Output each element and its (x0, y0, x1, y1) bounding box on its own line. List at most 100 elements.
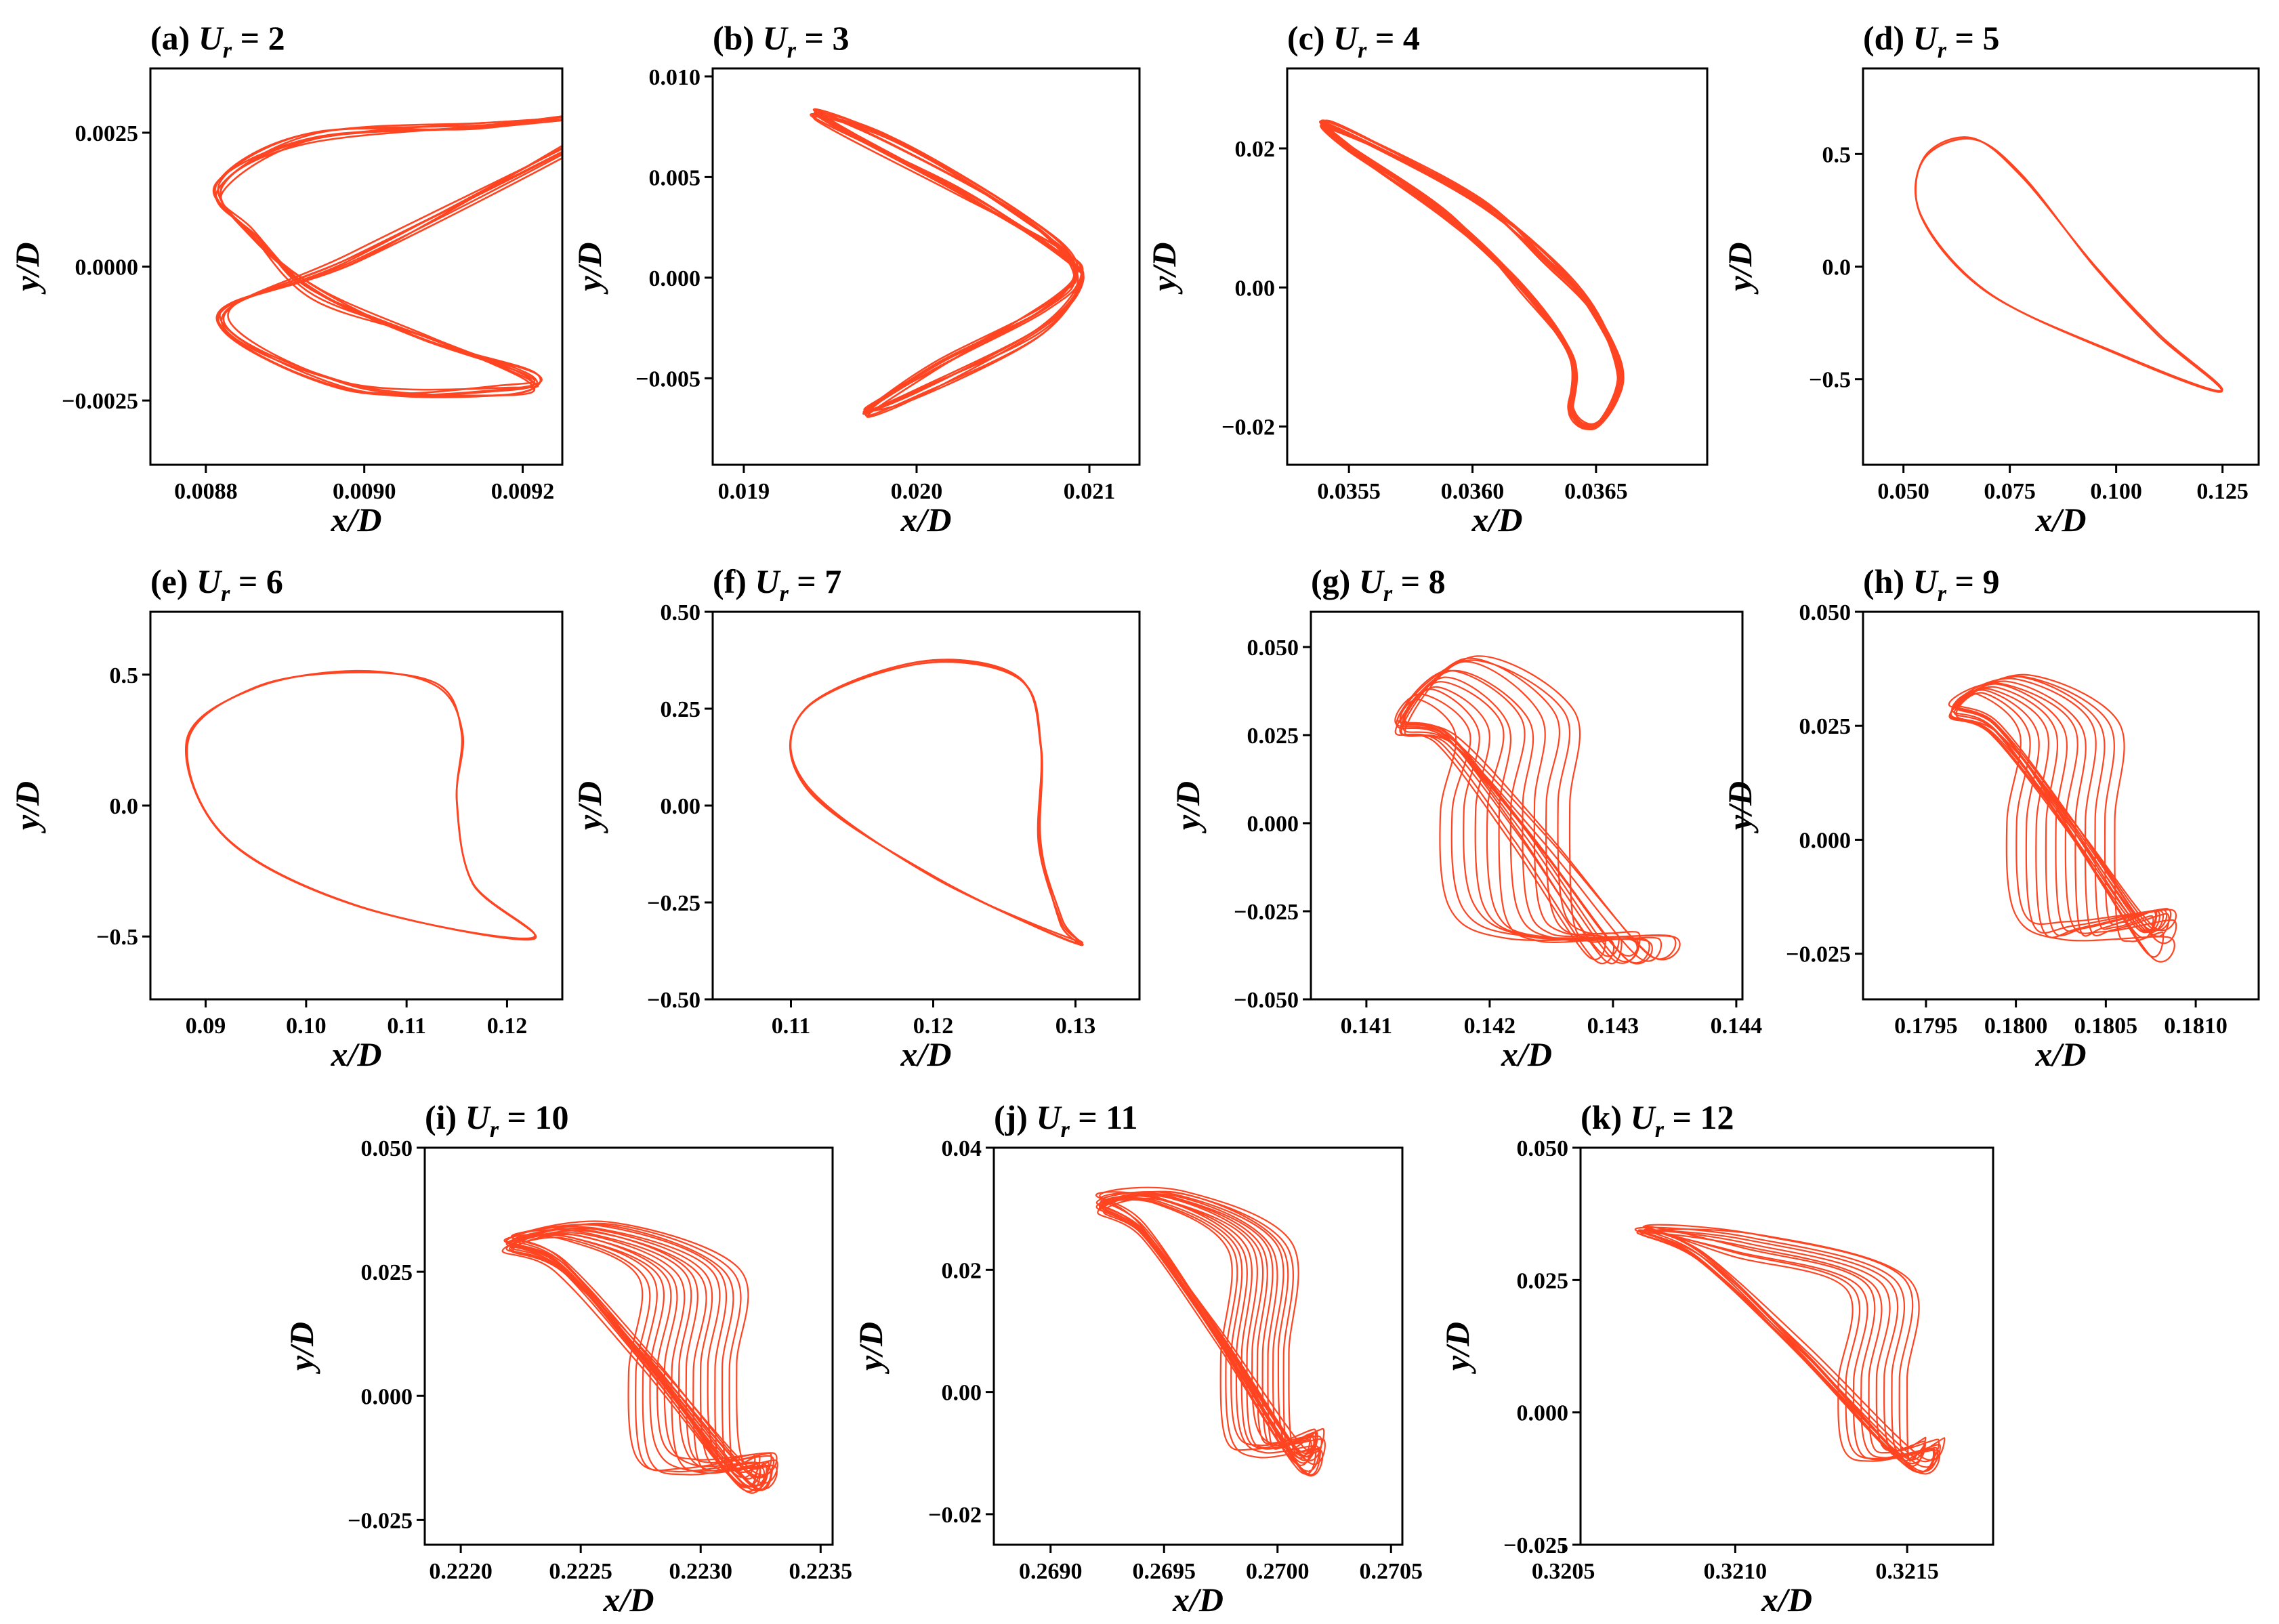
trajectory-loop (1320, 124, 1625, 430)
y-tick-label: 0.5 (110, 663, 139, 688)
plot-frame (1862, 610, 2260, 1001)
trajectory-loop (1397, 659, 1641, 957)
trajectory-loop (186, 671, 537, 941)
x-tick-label: 0.0088 (174, 479, 238, 504)
trajectory-loop (1099, 1186, 1322, 1476)
x-tick-label: 0.13 (1055, 1014, 1096, 1039)
x-axis-label: x/D (1761, 1581, 1812, 1619)
panel-title: (d) Ur = 5 (1863, 19, 1999, 63)
y-tick-label: 0.0 (1822, 255, 1852, 280)
y-tick-label: 0.025 (1517, 1268, 1569, 1293)
y-tick-label: −0.025 (1786, 942, 1851, 967)
trajectory-loop (812, 115, 1083, 417)
x-tick-label: 0.09 (186, 1014, 226, 1039)
panel-title: (i) Ur = 10 (425, 1098, 569, 1142)
plot-frame (149, 610, 564, 1001)
x-axis-label: x/D (2035, 501, 2087, 539)
x-tick-label: 0.2235 (789, 1559, 853, 1584)
x-axis-label: x/D (603, 1581, 654, 1619)
x-tick-label: 0.125 (2196, 479, 2249, 504)
y-tick-label: 0.025 (1799, 714, 1852, 739)
y-tick-label: −0.02 (1221, 415, 1275, 440)
y-tick-label: −0.50 (647, 988, 701, 1013)
y-tick-label: 0.5 (1822, 142, 1852, 167)
y-tick-label: −0.050 (1234, 988, 1299, 1013)
trajectory-loop (508, 1222, 770, 1486)
x-axis-label: x/D (331, 1035, 382, 1073)
panel-b: 0.019 0.020 0.021 −0.005 0.000 0.005 0.010 x/D y… (570, 19, 1141, 539)
trajectory-loop (1100, 1198, 1324, 1477)
y-tick-label: 0.050 (1247, 636, 1299, 661)
y-axis-label: y/D (570, 242, 608, 294)
x-tick-label: 0.12 (913, 1014, 954, 1039)
trajectory-loop (1950, 689, 2168, 934)
panel-d: 0.050 0.075 0.100 0.125 −0.5 0.0 0.5 x/D y/D (d) … (1721, 19, 2260, 539)
trajectory-loop (1095, 1190, 1317, 1457)
panel-h: 0.1795 0.1800 0.1805 0.1810 −0.025 0.000 0.025… (1721, 562, 2260, 1073)
trajectory-loop (812, 108, 1085, 412)
y-axis-label: y/D (570, 781, 608, 833)
plot-frame (711, 67, 1141, 466)
panel-title: (f) Ur = 7 (713, 562, 841, 606)
x-tick-label: 0.144 (1711, 1014, 1763, 1039)
y-axis-label: y/D (8, 242, 46, 294)
y-axis-label: y/D (1438, 1322, 1476, 1374)
trajectory-loop (1956, 678, 2170, 938)
y-axis-label: y/D (283, 1322, 320, 1374)
panel-title: (b) Ur = 3 (713, 19, 849, 63)
trajectory-loop (505, 1232, 761, 1488)
y-tick-label: −0.5 (96, 925, 138, 950)
trajectory-loop (1404, 661, 1620, 957)
trajectory-loop (1396, 669, 1650, 964)
panel-k: 0.3205 0.3210 0.3215 −0.025 0.000 0.025 0.050 x… (1438, 1098, 1994, 1619)
y-tick-label: −0.25 (647, 891, 701, 916)
y-axis-label: y/D (1721, 781, 1759, 833)
panel-title: (h) Ur = 9 (1863, 562, 1999, 606)
x-tick-label: 0.0360 (1441, 479, 1505, 504)
x-axis-label: x/D (331, 501, 382, 539)
y-tick-label: −0.025 (1234, 900, 1299, 925)
trajectory-loop (217, 117, 562, 396)
x-tick-label: 0.12 (487, 1014, 528, 1039)
panel-e: 0.09 0.10 0.11 0.12 −0.5 0.0 0.5 x/D y/D (e) Ur =… (8, 562, 564, 1073)
x-tick-label: 0.1800 (1984, 1014, 2048, 1039)
x-tick-label: 0.075 (1984, 479, 2036, 504)
plot-frame (1286, 67, 1709, 466)
x-tick-label: 0.0092 (491, 479, 555, 504)
x-tick-label: 0.2705 (1360, 1559, 1423, 1584)
y-tick-label: 0.00 (942, 1381, 982, 1406)
trajectory-loop (1400, 657, 1662, 962)
x-tick-label: 0.1805 (2074, 1014, 2138, 1039)
x-tick-label: 0.2230 (669, 1559, 732, 1584)
y-tick-label: −0.5 (1809, 368, 1851, 393)
y-tick-label: 0.005 (649, 165, 701, 190)
panel-title: (j) Ur = 11 (994, 1098, 1138, 1142)
y-tick-label: 0.0 (110, 794, 139, 819)
plot-frame (423, 1146, 834, 1546)
y-tick-label: 0.02 (942, 1258, 982, 1283)
x-tick-label: 0.143 (1587, 1014, 1639, 1039)
trajectory-a (212, 115, 562, 398)
x-axis-label: x/D (1172, 1581, 1224, 1619)
x-tick-label: 0.0365 (1564, 479, 1628, 504)
y-tick-label: 0.0025 (75, 121, 139, 146)
panel-f: 0.11 0.12 0.13 −0.50 −0.25 0.00 0.25 0.50 x/D y/D… (570, 562, 1141, 1073)
trajectory-loop (215, 119, 562, 396)
trajectory-d (1914, 136, 2223, 393)
trajectory-loop (219, 119, 562, 398)
trajectory-loop (1321, 126, 1622, 428)
trajectory-loop (1949, 683, 2160, 933)
plot-frame (1862, 67, 2260, 466)
plot-frame (1310, 610, 1744, 1001)
y-tick-label: 0.00 (1235, 276, 1276, 301)
trajectory-loop (509, 1227, 761, 1493)
y-tick-label: 0.000 (1799, 828, 1852, 853)
y-tick-label: 0.025 (361, 1260, 413, 1285)
x-tick-label: 0.050 (1877, 479, 1929, 504)
y-tick-label: −0.0025 (62, 389, 138, 414)
y-tick-label: 0.000 (361, 1384, 413, 1409)
trajectory-loop (814, 109, 1084, 413)
x-axis-label: x/D (2035, 1035, 2087, 1073)
x-tick-label: 0.2690 (1019, 1559, 1083, 1584)
